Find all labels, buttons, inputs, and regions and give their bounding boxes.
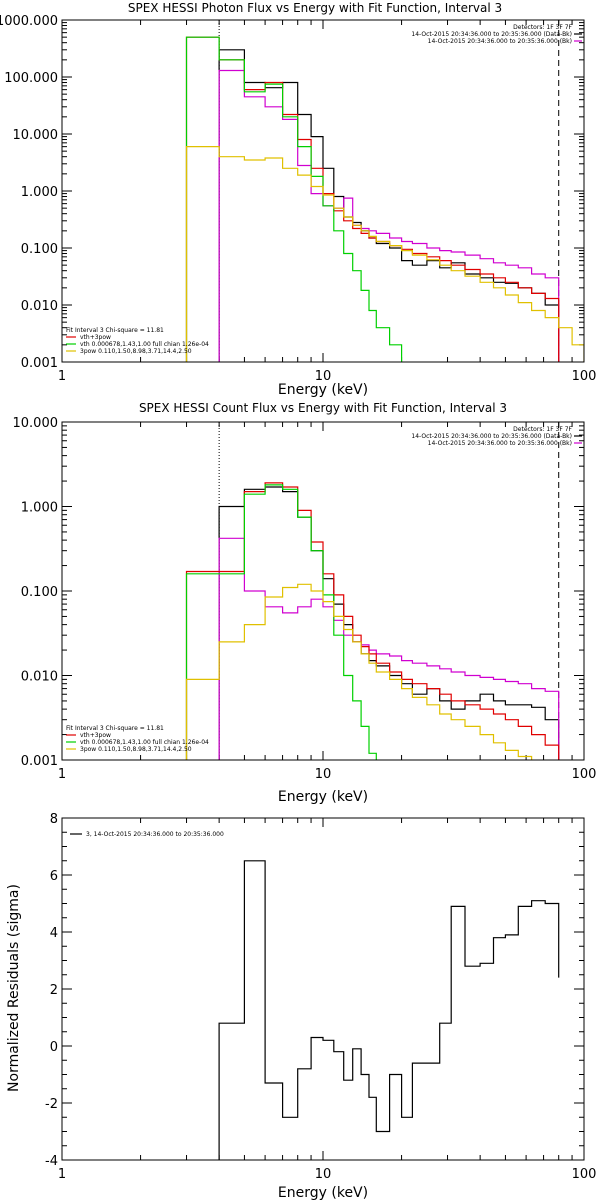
y-tick-label: 0.010 <box>21 299 58 314</box>
legend-entry: Detectors: 1F 3F 7F <box>513 426 572 433</box>
legend-entry: 14-Oct-2015 20:34:36.000 to 20:35:36.000… <box>428 38 572 45</box>
legend-entry: 3pow 0.110,1.50,8.98,3.71,14.4,2.50 <box>80 348 192 355</box>
series-vth-3pow <box>185 36 560 362</box>
residuals-panel: Energy (keV) Normalized Residuals (sigma)… <box>6 812 596 1200</box>
y-tick-label: 1000.000 <box>0 14 58 29</box>
y-tick-label: 0.001 <box>21 754 58 769</box>
series-data-bk <box>218 49 560 362</box>
chart-title: SPEX HESSI Photon Flux vs Energy with Fi… <box>128 1 502 15</box>
legend-entry: 14-Oct-2015 20:34:36.000 to 20:35:36.000… <box>428 440 572 447</box>
y-tick-label: 100.000 <box>4 71 58 86</box>
x-axis-label: Energy (keV) <box>278 382 368 398</box>
y-tick-label: 0.001 <box>21 356 58 371</box>
count-flux-panel: SPEX HESSI Count Flux vs Energy with Fit… <box>13 401 597 805</box>
legend-entry: Detectors: 1F 3F 7F <box>513 24 572 31</box>
y-tick-label: 8 <box>50 812 58 827</box>
series-vth-3pow <box>185 482 560 760</box>
series-bk <box>218 537 560 760</box>
legend-entry: Fit Interval 3 Chi-square = 11.81 <box>66 327 164 334</box>
x-tick-label: 1 <box>58 369 66 384</box>
y-tick-label: -2 <box>45 1097 58 1112</box>
y-tick-label: 1.000 <box>21 185 58 200</box>
series-data-bk <box>218 486 560 760</box>
legend-entry: vth 0.000678,1.43,1.00 full chian 1.26e-… <box>80 341 209 348</box>
plot-frame <box>61 19 585 363</box>
y-tick-label: 0.010 <box>21 670 58 685</box>
y-tick-label: 6 <box>50 869 58 884</box>
legend-entry: vth 0.000678,1.43,1.00 full chian 1.26e-… <box>80 739 209 746</box>
series-bk <box>218 69 560 362</box>
x-tick-label: 10 <box>315 369 332 384</box>
x-tick-label: 100 <box>572 1167 597 1182</box>
x-axis-label: Energy (keV) <box>278 789 368 805</box>
x-tick-label: 100 <box>572 767 597 782</box>
plot-frame <box>61 421 585 761</box>
y-tick-label: 0.100 <box>21 242 58 257</box>
legend-entry: Fit Interval 3 Chi-square = 11.81 <box>66 725 164 732</box>
y-tick-label: 4 <box>50 926 58 941</box>
legend-entry: 3, 14-Oct-2015 20:34:36.000 to 20:35:36.… <box>86 831 224 838</box>
photon-flux-panel: SPEX HESSI Photon Flux vs Energy with Fi… <box>0 1 596 398</box>
y-tick-label: 10.000 <box>13 416 59 431</box>
x-tick-label: 10 <box>315 767 332 782</box>
plot-frame <box>61 817 585 1161</box>
x-tick-label: 1 <box>58 1167 66 1182</box>
series-3-14-oct-2015-20-34-36-000-to-20-35-36-000 <box>218 860 560 1160</box>
y-tick-label: 0.100 <box>21 585 58 600</box>
y-axis-label: Normalized Residuals (sigma) <box>6 884 22 1092</box>
y-tick-label: -4 <box>45 1154 58 1169</box>
series-3pow <box>185 583 533 760</box>
x-tick-label: 10 <box>315 1167 332 1182</box>
series-vth <box>185 36 403 362</box>
series-3pow <box>185 146 584 362</box>
y-tick-label: 1.000 <box>21 501 58 516</box>
x-axis-label: Energy (keV) <box>278 1185 368 1200</box>
legend-entry: 14-Oct-2015 20:34:36.000 to 20:35:36.000… <box>411 433 572 440</box>
x-tick-label: 100 <box>572 369 597 384</box>
y-tick-label: 10.000 <box>13 128 59 143</box>
chart-title: SPEX HESSI Count Flux vs Energy with Fit… <box>139 401 507 415</box>
y-tick-label: 0 <box>50 1040 58 1055</box>
x-tick-label: 1 <box>58 767 66 782</box>
legend-entry: vth+3pow <box>80 334 111 341</box>
y-tick-label: 2 <box>50 983 58 998</box>
legend-entry: 3pow 0.110,1.50,8.98,3.71,14.4,2.50 <box>80 746 192 753</box>
legend-entry: vth+3pow <box>80 732 111 739</box>
legend-entry: 14-Oct-2015 20:34:36.000 to 20:35:36.000… <box>411 31 572 38</box>
